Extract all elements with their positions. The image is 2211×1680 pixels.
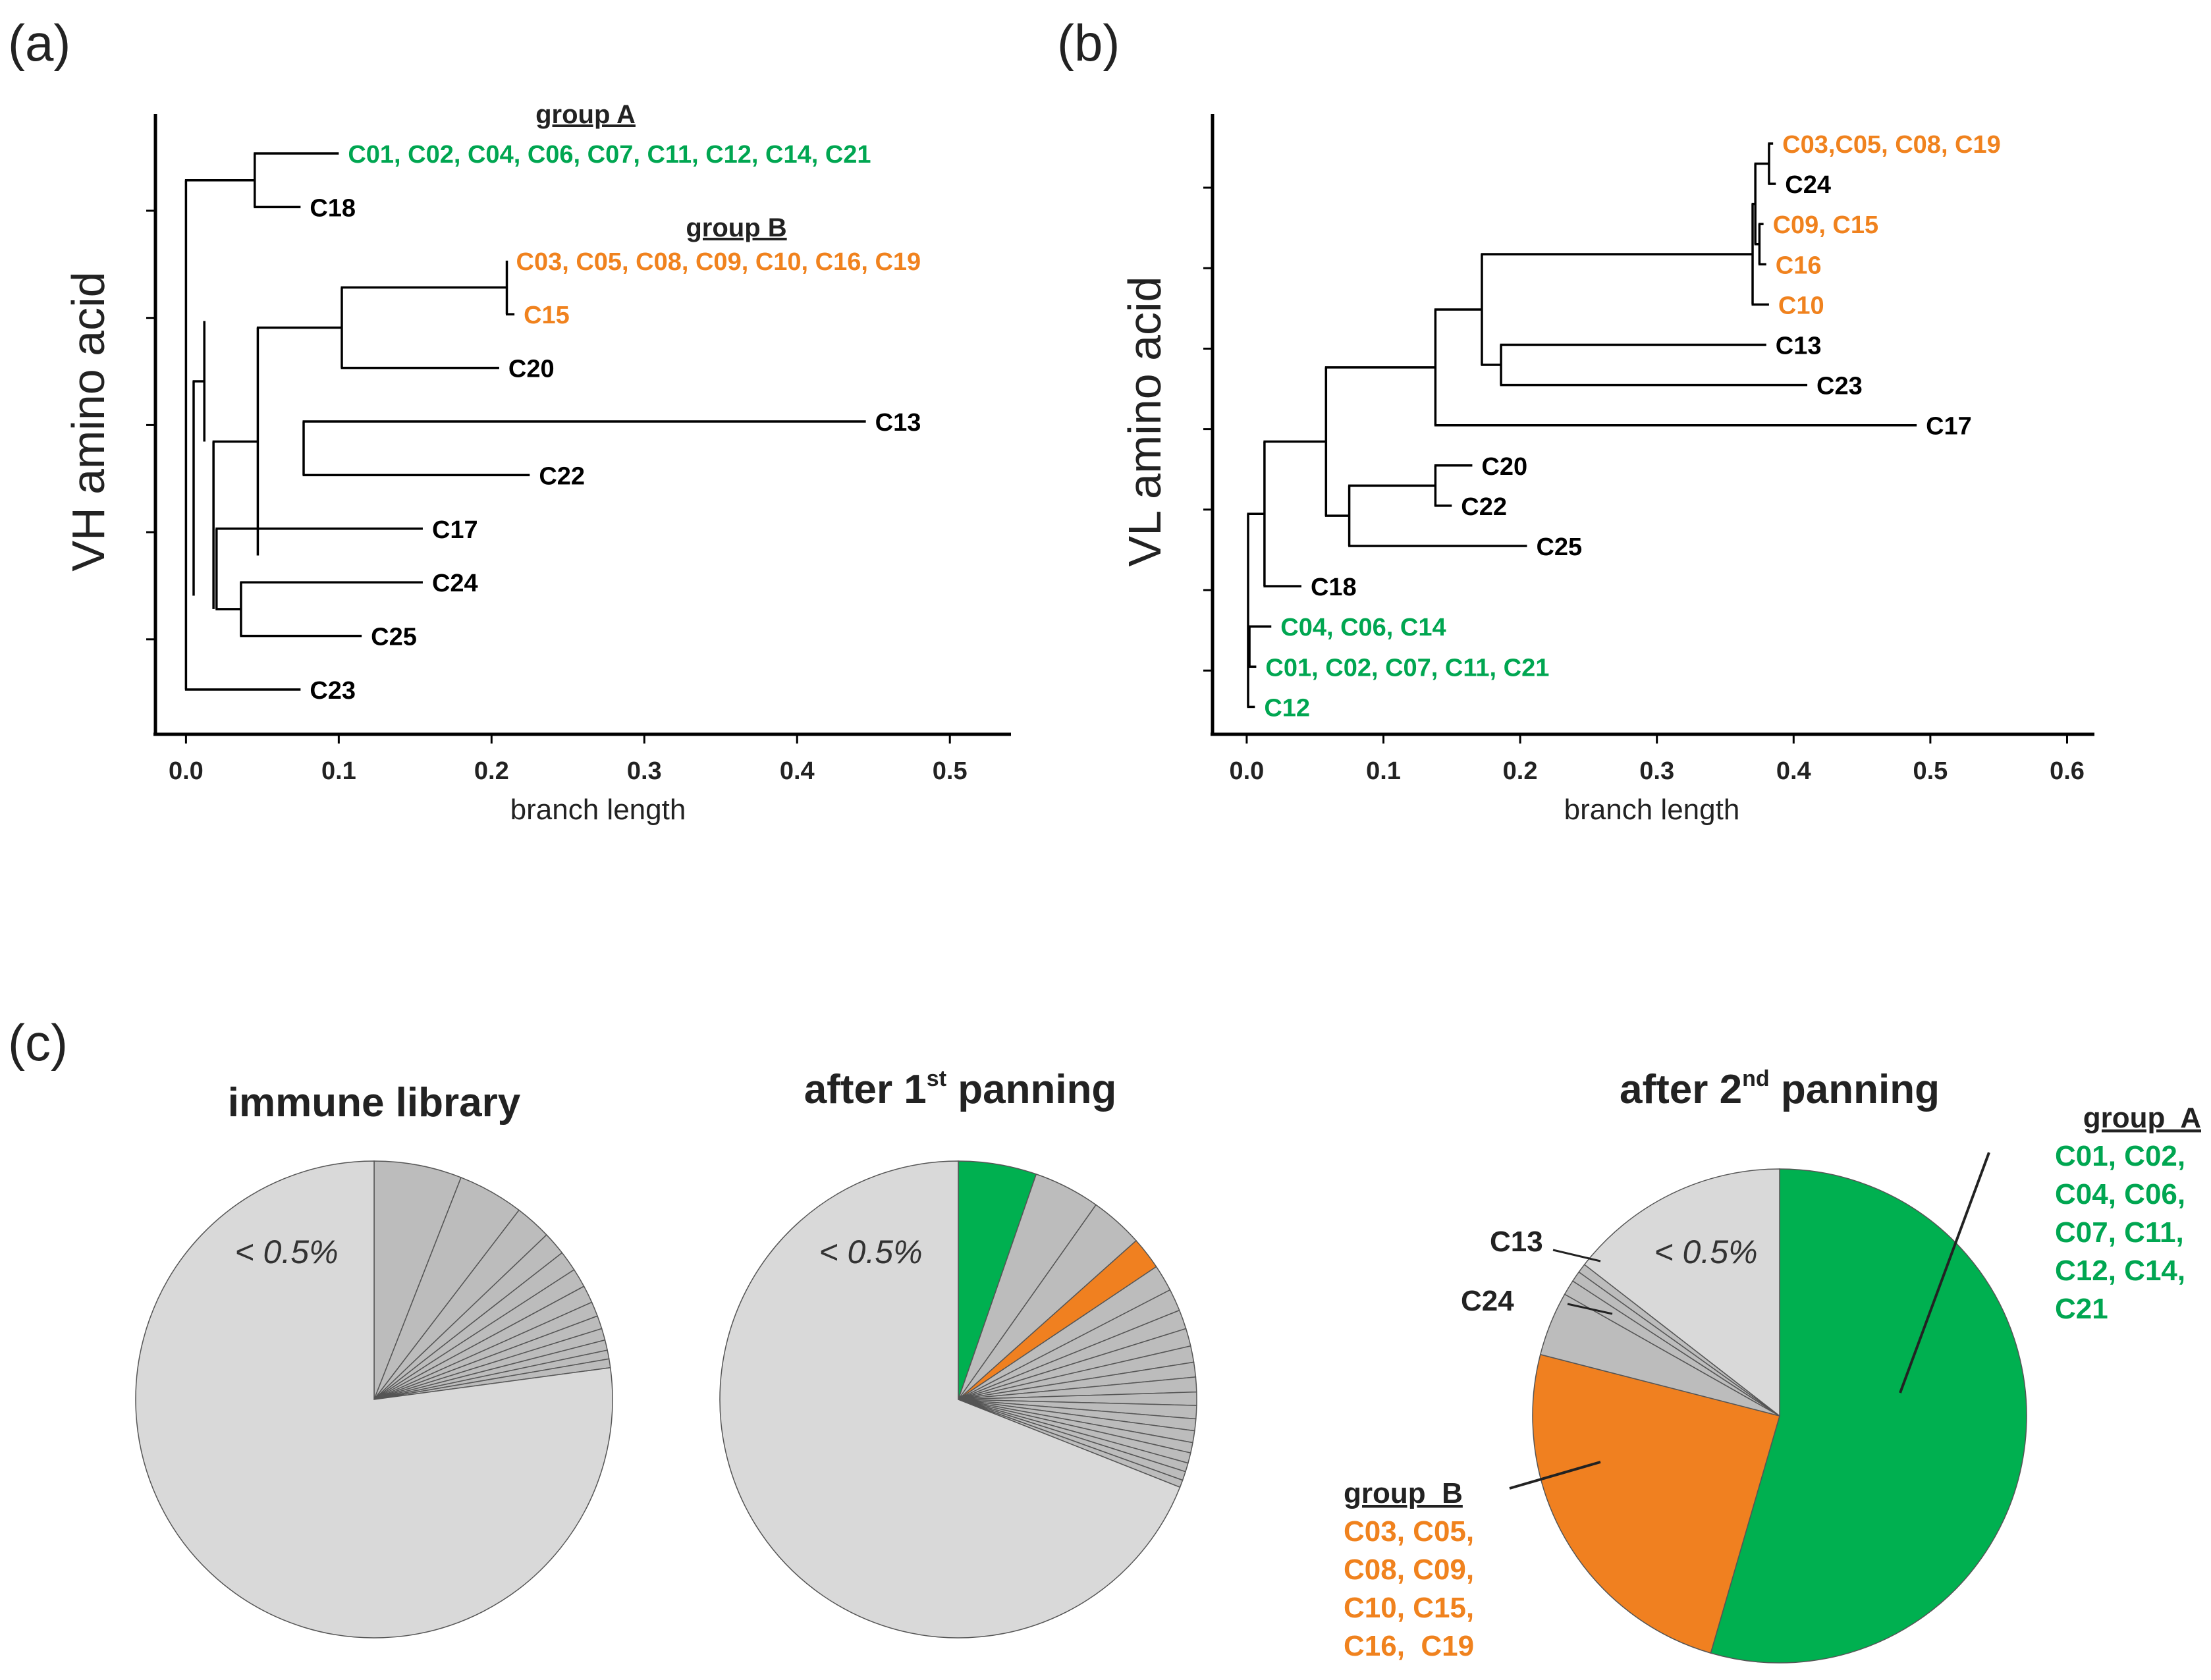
group-b-line: C16, C19 [1344, 1630, 1474, 1662]
group-a-line: C04, C06, [2055, 1178, 2185, 1210]
pie-note: < 0.5% [1654, 1233, 1757, 1270]
leaf-label: C04, C06, C14 [1280, 614, 1446, 641]
panel-label-b: (b) [1057, 14, 1120, 72]
leaf-label: C01, C02, C04, C06, C07, C11, C12, C14, … [348, 141, 871, 169]
pie-title: after 2nd panning [1620, 1066, 1940, 1112]
x-tick-label: 0.4 [780, 757, 815, 785]
pie-after-1st-panning: after 1st panning < 0.5% [719, 1066, 1197, 1639]
x-tick-label: 0.2 [474, 757, 509, 785]
pie-slice-orange [1532, 1353, 1780, 1654]
group-b-line: C08, C09, [1344, 1554, 1474, 1586]
panel-label-a: (a) [8, 14, 70, 72]
group-a-leader [1899, 1152, 1990, 1394]
x-tick-label: 0.3 [627, 757, 662, 785]
group-b-line: C03, C05, [1344, 1515, 1474, 1548]
leaf-label: C12 [1264, 694, 1310, 722]
pie-slice-green [1710, 1168, 2027, 1664]
leaf-label: C03,C05, C08, C19 [1782, 131, 2001, 159]
x-axis-label: branch length [510, 794, 686, 826]
leaf-label: C15 [524, 302, 570, 329]
pie-slice-light [135, 1160, 613, 1639]
panel-label-c: (c) [8, 1014, 68, 1071]
pie-title: immune library [228, 1080, 521, 1125]
leaf-label: C13 [875, 409, 921, 437]
pie-after-2nd-panning: after 2nd panning < 0.5% group A C01, C0… [1344, 1066, 2201, 1664]
leaf-label: C10 [1778, 292, 1824, 319]
x-tick-label: 0.5 [1913, 757, 1948, 785]
group-b-title: group B [686, 213, 786, 242]
x-tick-label: 0.0 [1229, 757, 1264, 785]
leaf-label: C13 [1776, 333, 1822, 360]
c24-callout: C24 [1461, 1285, 1514, 1317]
group-b-members: C03, C05, C08, C09, C10, C15, C16, C19 [1344, 1515, 1474, 1662]
x-tick-label: 0.3 [1639, 757, 1674, 785]
group-a-line: C07, C11, [2055, 1216, 2184, 1249]
vl-dendrogram: VL amino acid branch length 0.0 0.1 0.2 0.3… [1119, 114, 2094, 826]
pie-note: < 0.5% [234, 1233, 338, 1270]
leaf-label: C03, C05, C08, C09, C10, C16, C19 [516, 248, 921, 276]
leaf-label: C23 [310, 677, 356, 705]
pie-slice-light [719, 1160, 1181, 1639]
y-axis-label: VH amino acid [63, 271, 114, 571]
x-tick-label: 0.0 [169, 757, 204, 785]
vh-dendrogram: VH amino acid branch length 0.0 0.1 0.2 0.3… [63, 100, 1011, 826]
leaf-label: C18 [310, 194, 356, 222]
leaf-label: C18 [1311, 574, 1357, 601]
group-a-line: C12, C14, [2055, 1255, 2185, 1287]
pie-slice-gray [373, 1160, 462, 1400]
pie-title: after 1st panning [804, 1066, 1117, 1112]
x-tick-label: 0.4 [1776, 757, 1811, 785]
group-a-members: C01, C02, C04, C06, C07, C11, C12, C14, … [2055, 1140, 2185, 1325]
group-a-line: C21 [2055, 1293, 2108, 1325]
leaf-label: C01, C02, C07, C11, C21 [1265, 654, 1549, 682]
leaf-label: C25 [371, 624, 417, 651]
c13-leader [1552, 1249, 1601, 1262]
y-axis-label: VL amino acid [1119, 277, 1170, 567]
c13-callout: C13 [1490, 1226, 1543, 1258]
leaf-label: C23 [1816, 373, 1863, 400]
leaf-label: C20 [508, 356, 555, 383]
c24-leader [1567, 1303, 1613, 1315]
group-b-leader [1509, 1461, 1601, 1490]
group-b-callout-title: group B [1344, 1477, 1463, 1509]
x-tick-label: 0.6 [2050, 757, 2085, 785]
leaf-label: C24 [1785, 171, 1831, 199]
x-tick-label: 0.1 [321, 757, 356, 785]
group-a-title: group A [535, 100, 636, 129]
leaf-label: C22 [539, 462, 585, 490]
pie-slice-light [1583, 1168, 1780, 1417]
group-a-callout-title: group A [2083, 1102, 2201, 1134]
group-a-line: C01, C02, [2055, 1140, 2185, 1172]
group-b-line: C10, C15, [1344, 1592, 1474, 1624]
x-tick-label: 0.2 [1503, 757, 1538, 785]
leaf-label: C22 [1461, 493, 1507, 521]
leaf-label: C17 [1926, 413, 1972, 441]
leaf-label: C16 [1776, 252, 1822, 279]
x-axis-label: branch length [1564, 794, 1740, 826]
leaf-label: C25 [1536, 533, 1582, 561]
leaf-label: C20 [1481, 453, 1527, 481]
x-tick-label: 0.5 [933, 757, 968, 785]
x-tick-label: 0.1 [1366, 757, 1401, 785]
pie-note: < 0.5% [819, 1233, 922, 1270]
leaf-label: C17 [432, 516, 478, 544]
leaf-label: C24 [432, 570, 478, 597]
pie-immune-library: immune library < 0.5% [135, 1080, 613, 1639]
leaf-label: C09, C15 [1773, 211, 1879, 239]
